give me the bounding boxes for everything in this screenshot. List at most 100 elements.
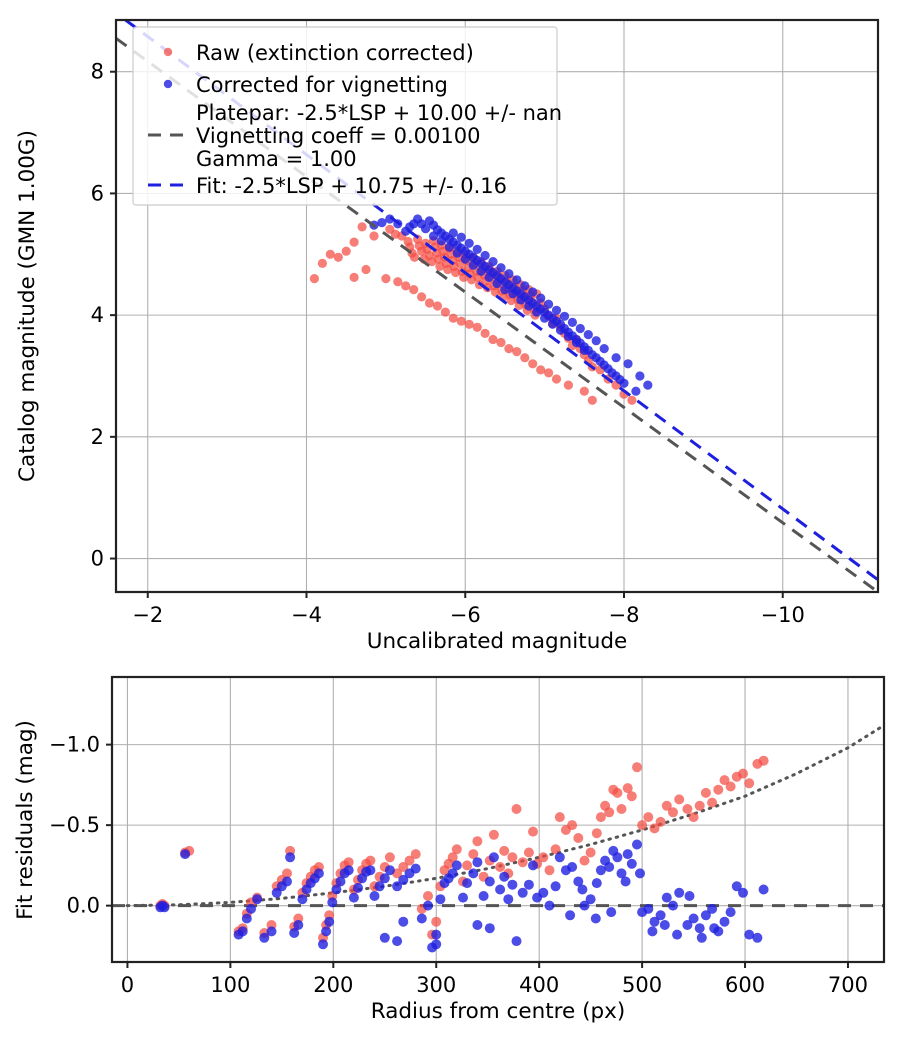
tick-label-y: 0 xyxy=(91,547,104,571)
scatter-point xyxy=(472,836,483,847)
tick-label-y: 4 xyxy=(91,303,104,327)
scatter-point xyxy=(752,932,763,943)
scatter-point xyxy=(587,395,597,405)
scatter-point xyxy=(369,891,380,901)
scatter-point xyxy=(573,876,584,887)
scatter-point xyxy=(616,868,627,879)
scatter-point xyxy=(499,871,510,882)
scatter-point xyxy=(241,913,252,924)
scatter-point xyxy=(512,347,522,357)
scatter-point xyxy=(464,238,474,248)
top-panel-scatter-points xyxy=(309,214,653,405)
scatter-point xyxy=(643,812,654,823)
scatter-point xyxy=(488,852,499,863)
scatter-point xyxy=(392,936,403,947)
scatter-point xyxy=(707,797,718,808)
scatter-point xyxy=(325,249,335,259)
tick-label-x: −10 xyxy=(761,603,805,627)
scatter-point xyxy=(551,305,562,315)
scatter-point xyxy=(631,386,641,396)
scatter-point xyxy=(616,804,627,814)
scatter-point xyxy=(448,313,458,323)
tick-label-x: 700 xyxy=(828,973,868,997)
scatter-point xyxy=(432,301,443,311)
scatter-point xyxy=(313,868,324,879)
scatter-point xyxy=(384,852,395,863)
scatter-point xyxy=(468,849,479,860)
bottom-panel-frame xyxy=(110,675,886,964)
tick-label-x: 400 xyxy=(519,973,559,997)
tick-label-y: 6 xyxy=(91,181,104,205)
top-panel-ticks xyxy=(110,70,784,598)
scatter-point xyxy=(661,892,672,903)
scatter-point xyxy=(579,386,589,396)
scatter-point xyxy=(604,807,615,818)
scatter-point xyxy=(343,857,354,868)
scatter-point xyxy=(674,794,685,805)
scatter-point xyxy=(476,266,486,276)
scatter-point xyxy=(635,371,645,381)
scatter-point xyxy=(649,823,660,834)
scatter-point xyxy=(331,884,342,895)
scatter-point xyxy=(456,232,466,242)
scatter-point xyxy=(496,337,506,348)
scatter-point xyxy=(626,858,637,869)
scatter-point xyxy=(377,218,387,228)
scatter-point xyxy=(348,892,359,903)
scatter-point xyxy=(744,929,755,940)
bottom-panel: 0 100 200 300 400 500 600 700 0.0 −0.5 −1.0 Radius… xyxy=(13,675,886,1024)
top-panel-legend: Raw (extinction corrected) Corrected for… xyxy=(132,26,562,206)
legend-box xyxy=(132,26,558,206)
tick-label-x: 300 xyxy=(416,973,456,997)
scatter-point xyxy=(538,852,549,863)
scatter-point xyxy=(423,900,433,911)
scatter-point xyxy=(637,820,648,831)
scatter-point xyxy=(700,910,711,921)
tick-label-x: −6 xyxy=(450,603,481,627)
legend-label-gamma: Gamma = 1.00 xyxy=(196,147,357,171)
scatter-point xyxy=(575,323,585,334)
scatter-point xyxy=(447,868,458,879)
scatter-point xyxy=(661,800,672,811)
scatter-point xyxy=(550,844,561,855)
scatter-point xyxy=(579,900,590,911)
bottom-panel-tick-labels: 0 100 200 300 400 500 600 700 0.0 −0.5 −1.0 xyxy=(49,733,868,997)
tick-label-x: −4 xyxy=(291,603,322,627)
scatter-point xyxy=(599,344,609,354)
scatter-point xyxy=(447,852,458,863)
scatter-point xyxy=(504,269,514,279)
scatter-point xyxy=(563,331,574,341)
scatter-point xyxy=(719,916,730,927)
scatter-point xyxy=(523,879,534,890)
scatter-point xyxy=(682,920,693,930)
scatter-point xyxy=(472,244,482,254)
top-panel-xlabel: Uncalibrated magnitude xyxy=(367,629,627,654)
scatter-point xyxy=(282,868,292,879)
scatter-point xyxy=(417,292,427,302)
scatter-point xyxy=(696,932,707,943)
scatter-point xyxy=(649,916,660,927)
scatter-point xyxy=(544,900,555,911)
scatter-point xyxy=(327,897,338,908)
legend-label-corrected: Corrected for vignetting xyxy=(196,73,448,97)
scatter-point xyxy=(758,884,769,895)
scatter-point xyxy=(719,775,730,786)
scatter-point xyxy=(410,863,421,874)
scatter-point xyxy=(252,894,263,905)
scatter-point xyxy=(431,929,442,940)
scatter-point xyxy=(512,275,522,285)
scatter-point xyxy=(516,295,526,305)
scatter-point xyxy=(508,289,518,299)
scatter-point xyxy=(550,881,561,892)
scatter-point xyxy=(309,274,319,284)
bottom-panel-ylabel: Fit residuals (mag) xyxy=(13,720,38,920)
scatter-point xyxy=(520,353,530,363)
scatter-point xyxy=(392,881,403,892)
scatter-point xyxy=(554,812,565,823)
scatter-point xyxy=(424,298,435,308)
scatter-point xyxy=(436,236,446,246)
legend-marker-corrected-icon xyxy=(163,79,173,89)
tick-label-y: 8 xyxy=(91,60,104,84)
scatter-point xyxy=(567,820,578,831)
scatter-point xyxy=(655,816,666,827)
